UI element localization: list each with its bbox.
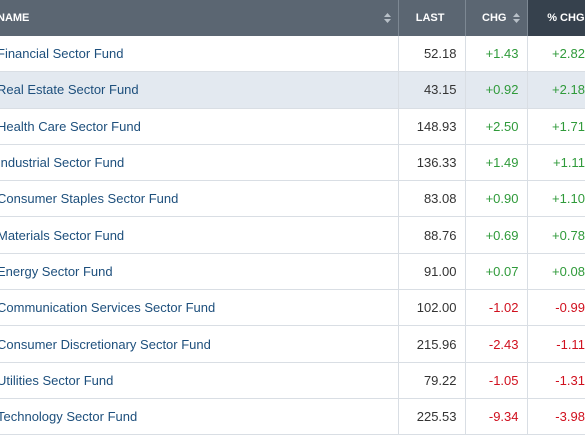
last-price: 102.00 (398, 289, 466, 327)
percent-change: +1.11% (527, 144, 585, 182)
last-price: 79.22 (398, 362, 466, 399)
table-body: Financial Sector Fund52.18+1.43+2.82%Rea… (0, 36, 585, 436)
percent-change: +2.82% (527, 36, 585, 73)
fund-name[interactable]: Consumer Discretionary Sector Fund (0, 325, 399, 363)
percent-change: -1.31% (527, 362, 585, 399)
change: -9.34 (465, 398, 528, 436)
fund-name[interactable]: Utilities Sector Fund (0, 362, 399, 399)
header-row: NAME LAST CHG % CHG (0, 0, 585, 36)
last-price: 215.96 (398, 325, 466, 363)
header-label: CHG (482, 12, 507, 24)
change: -1.05 (465, 362, 528, 399)
sort-icon (512, 13, 520, 23)
header-chg[interactable]: CHG (465, 0, 528, 36)
fund-row: Consumer Staples Sector Fund 83.08 +0.90 +1… (0, 180, 585, 218)
fund-name[interactable]: Industrial Sector Fund (0, 144, 399, 182)
change: +0.90 (465, 180, 528, 218)
fund-name[interactable]: Real Estate Sector Fund (0, 71, 399, 109)
fund-name[interactable]: Health Care Sector Fund (0, 108, 399, 145)
percent-change: +1.71% (527, 108, 585, 145)
fund-row: Communication Services Sector Fund 102.00… (0, 289, 585, 327)
fund-name[interactable]: Technology Sector Fund (0, 398, 399, 436)
change: +0.07 (465, 253, 528, 291)
header-last[interactable]: LAST (398, 0, 466, 36)
percent-change: +1.10% (527, 180, 585, 218)
fund-name[interactable]: Energy Sector Fund (0, 253, 399, 291)
percent-change: +0.78% (527, 216, 585, 254)
change: -1.02 (465, 289, 528, 327)
fund-row: Consumer Discretionary Sector Fund 215.96… (0, 325, 585, 363)
header-label: LAST (415, 12, 445, 24)
change: +1.49 (465, 144, 528, 182)
percent-change: -1.11% (527, 325, 585, 363)
last-price: 88.76 (398, 216, 466, 254)
header-label: NAME (0, 12, 30, 24)
change: +2.50 (465, 108, 528, 145)
percent-change: -0.99% (527, 289, 585, 327)
sort-icon (383, 13, 391, 23)
last-price: 148.93 (398, 108, 466, 145)
percent-change: +2.18% (527, 71, 585, 109)
last-price: 83.08 (398, 180, 466, 218)
change: +1.43 (465, 36, 528, 73)
fund-name[interactable]: Communication Services Sector Fund (0, 289, 399, 327)
change: -2.43 (465, 325, 528, 363)
fund-name[interactable]: Financial Sector Fund (0, 36, 399, 73)
header-label: % CHG (547, 12, 585, 24)
fund-name[interactable]: Consumer Staples Sector Fund (0, 180, 399, 218)
percent-change: -3.98% (527, 398, 585, 436)
last-price: 225.53 (398, 398, 466, 436)
last-price: 136.33 (398, 144, 466, 182)
last-price: 52.18 (398, 36, 466, 73)
percent-change: +0.08% (527, 253, 585, 291)
change: +0.69 (465, 216, 528, 254)
last-price: 91.00 (398, 253, 466, 291)
fund-name[interactable]: Materials Sector Fund (0, 216, 399, 254)
header-name[interactable]: NAME (0, 0, 399, 36)
header-pct-chg[interactable]: % CHG (527, 0, 585, 36)
last-price: 43.15 (398, 71, 466, 109)
change: +0.92 (465, 71, 528, 109)
